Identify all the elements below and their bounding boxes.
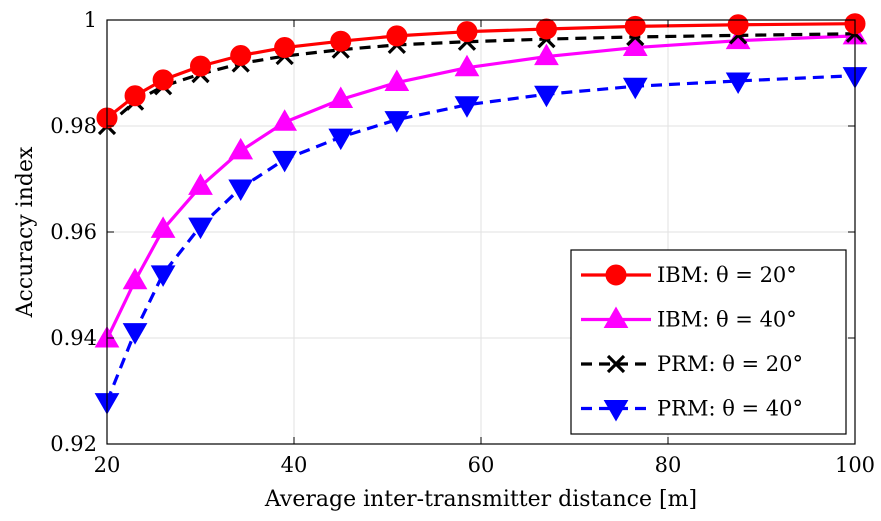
data-point [534, 43, 559, 66]
series-3 [94, 67, 868, 415]
legend-label: IBM: θ = 40° [657, 308, 797, 332]
data-point [328, 86, 354, 108]
ticks: 20 40 60 80 100 0.92 0.94 0.96 0.98 1 [50, 8, 875, 477]
data-point [152, 69, 174, 91]
x-marker-stroke [606, 354, 626, 374]
y-tick-label: 0.98 [50, 114, 97, 138]
legend-label: PRM: θ = 40° [657, 397, 803, 421]
data-point [725, 72, 751, 94]
data-point [454, 54, 480, 77]
y-tick-label: 1 [84, 8, 97, 32]
data-point [122, 323, 148, 345]
x-tick-label: 20 [94, 453, 121, 477]
data-point [230, 45, 252, 67]
x-tick-label: 100 [835, 453, 875, 477]
x-axis-label: Average inter-transmitter distance [m] [264, 487, 697, 512]
data-point [188, 217, 213, 240]
data-point [622, 77, 648, 100]
data-point [386, 25, 408, 47]
data-point [272, 150, 298, 173]
y-tick-label: 0.92 [50, 432, 97, 456]
x-tick-label: 60 [468, 453, 495, 477]
y-tick-label: 0.96 [50, 220, 97, 244]
data-point [328, 128, 354, 151]
legend-marker [603, 306, 629, 328]
legend-label: PRM: θ = 20° [657, 352, 803, 376]
legend-marker [603, 400, 629, 422]
data-point [535, 18, 557, 40]
data-point [122, 267, 148, 290]
data-point [384, 69, 410, 92]
legend: IBM: θ = 20° IBM: θ = 40° PRM: θ = 20° PRM:… [570, 249, 847, 435]
data-point [534, 85, 559, 108]
data-point [272, 109, 298, 131]
data-point [456, 21, 478, 43]
data-point [330, 30, 352, 52]
data-point [228, 137, 254, 160]
data-point [454, 96, 480, 118]
data-point [124, 85, 146, 107]
legend-marker [606, 354, 626, 374]
data-point [725, 27, 751, 50]
series-0 [96, 13, 866, 129]
legend-label: IBM: θ = 20° [657, 263, 797, 287]
y-axis-label: Accuracy index [13, 146, 38, 318]
data-point [274, 37, 296, 59]
data-point [150, 265, 176, 287]
x-tick-label: 40 [281, 453, 308, 477]
data-point [190, 55, 211, 77]
x-tick-label: 80 [655, 453, 682, 477]
data-point [228, 179, 254, 202]
data-point [150, 216, 176, 238]
y-tick-label: 0.94 [50, 326, 97, 350]
data-point [384, 111, 410, 133]
data-point [727, 14, 749, 36]
legend-marker [605, 264, 627, 286]
data-point [188, 173, 213, 195]
data-point [624, 15, 646, 37]
data-point [622, 34, 648, 57]
